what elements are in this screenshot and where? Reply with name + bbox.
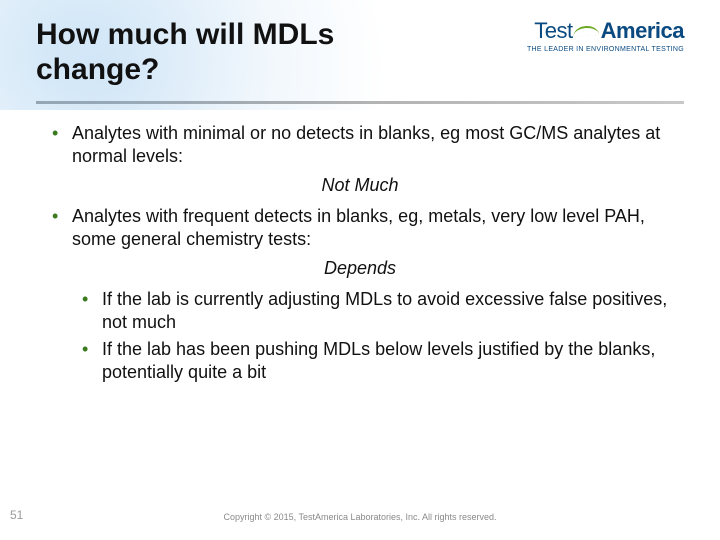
logo-block: Test America THE LEADER IN ENVIRONMENTAL … bbox=[527, 18, 684, 53]
bullet-level1: Analytes with minimal or no detects in b… bbox=[50, 122, 670, 168]
answer-text: Not Much bbox=[50, 174, 670, 197]
bullet-level2: If the lab is currently adjusting MDLs t… bbox=[80, 288, 670, 334]
logo-tagline: THE LEADER IN ENVIRONMENTAL TESTING bbox=[527, 46, 684, 53]
slide-body: Analytes with minimal or no detects in b… bbox=[0, 104, 720, 384]
bullet-level2: If the lab has been pushing MDLs below l… bbox=[80, 338, 670, 384]
answer-text: Depends bbox=[50, 257, 670, 280]
logo-text-right: America bbox=[601, 18, 684, 43]
slide-title: How much will MDLs change? bbox=[36, 18, 466, 87]
header: How much will MDLs change? Test America T… bbox=[0, 0, 720, 95]
copyright-text: Copyright © 2015, TestAmerica Laboratori… bbox=[0, 512, 720, 522]
company-logo: Test America bbox=[527, 18, 684, 44]
logo-text-left: Test bbox=[534, 18, 572, 43]
logo-swoosh-icon bbox=[573, 24, 601, 34]
bullet-level1: Analytes with frequent detects in blanks… bbox=[50, 205, 670, 251]
